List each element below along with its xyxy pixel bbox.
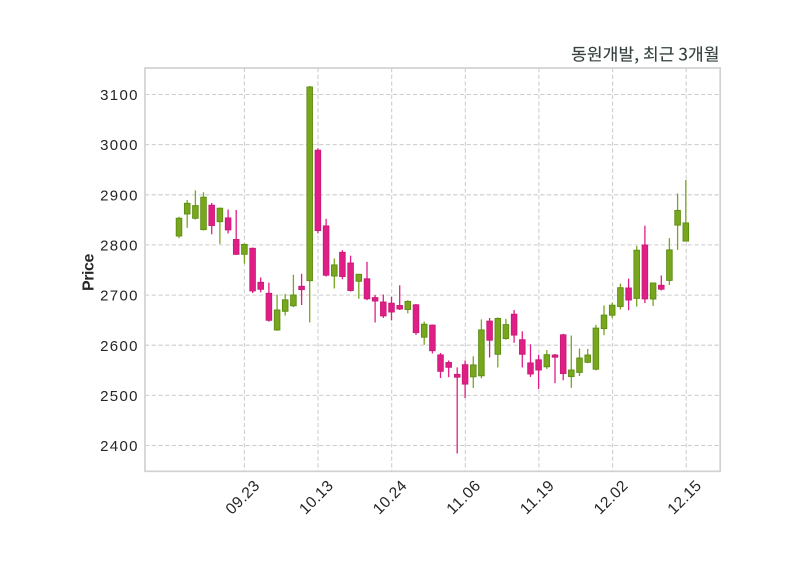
svg-text:2800: 2800 bbox=[100, 238, 137, 255]
svg-text:2500: 2500 bbox=[100, 388, 137, 405]
svg-text:3100: 3100 bbox=[100, 87, 137, 104]
svg-text:2400: 2400 bbox=[100, 438, 137, 455]
svg-text:2900: 2900 bbox=[100, 187, 137, 204]
svg-text:3000: 3000 bbox=[100, 137, 137, 154]
svg-text:2600: 2600 bbox=[100, 338, 137, 355]
svg-text:2700: 2700 bbox=[100, 288, 137, 305]
svg-text:Price: Price bbox=[81, 253, 98, 291]
